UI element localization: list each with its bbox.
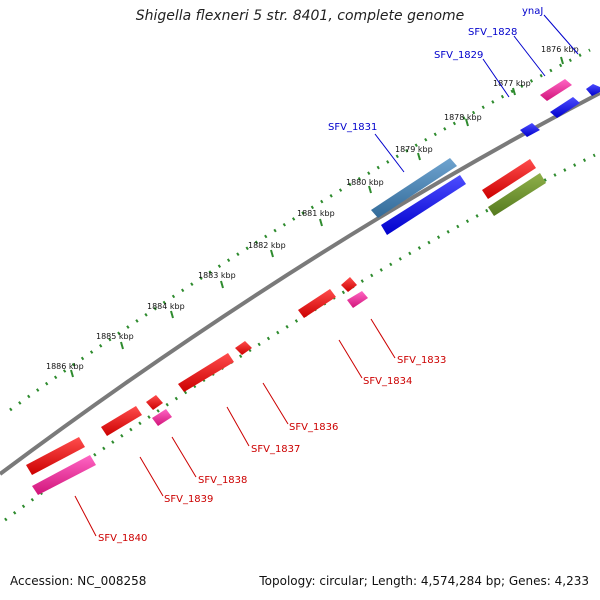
- gene-block-sfv-1838-a[interactable]: [146, 395, 163, 410]
- gene-block-sfv-1831[interactable]: [371, 158, 457, 218]
- tick-label-1882: 1882 kbp: [248, 241, 286, 250]
- tick-label-1880: 1880 kbp: [346, 178, 384, 187]
- gene-block-sfv-1839[interactable]: [26, 437, 85, 475]
- gene-block-sfv-1840[interactable]: [32, 455, 96, 495]
- genome-backbone: [0, 91, 600, 476]
- forward-gene-labels: ynaJ SFV_1828 SFV_1829 SFV_1831: [328, 6, 579, 173]
- gene-label-sfv-1834[interactable]: SFV_1834: [363, 376, 412, 387]
- gene-label-sfv-1837[interactable]: SFV_1837: [251, 444, 300, 455]
- genome-summary: Topology: circular; Length: 4,574,284 bp…: [259, 574, 589, 588]
- gene-label-sfv-1836[interactable]: SFV_1836: [289, 422, 338, 433]
- gene-label-sfv-1828[interactable]: SFV_1828: [468, 27, 517, 38]
- gene-block-sfv-1838[interactable]: [152, 409, 172, 426]
- kbp-tick-labels: 1876 kbp 1877 kbp 1878 kbp 1879 kbp 1880…: [46, 45, 579, 378]
- tick-label-1884: 1884 kbp: [147, 302, 185, 311]
- gene-block-sfv-1834[interactable]: [298, 289, 336, 318]
- forward-genes: [371, 79, 600, 235]
- tick-label-1881: 1881 kbp: [297, 209, 335, 218]
- gene-block-sfv-1836-a[interactable]: [235, 341, 252, 355]
- tick-label-1876: 1876 kbp: [541, 45, 579, 54]
- outer-scale-track: [9, 48, 591, 412]
- tick-label-1886: 1886 kbp: [46, 362, 84, 371]
- accession-label: Accession: NC_008258: [10, 574, 147, 588]
- gene-label-sfv-1839[interactable]: SFV_1839: [164, 494, 213, 505]
- tick-label-1877: 1877 kbp: [493, 79, 531, 88]
- genome-title: Shigella flexneri 5 str. 8401, complete …: [135, 8, 465, 24]
- gene-block-sfv-1833[interactable]: [347, 291, 368, 308]
- gene-block-sfv-1831-lower[interactable]: [381, 175, 466, 235]
- gene-block-sfv-1828[interactable]: [550, 97, 580, 118]
- gene-label-sfv-1829[interactable]: SFV_1829: [434, 50, 483, 61]
- gene-block-sfv-1828-pink[interactable]: [540, 79, 572, 101]
- gene-block-sfv-1834-a[interactable]: [341, 277, 357, 292]
- gene-block-red-right[interactable]: [482, 159, 536, 199]
- gene-block-sfv-1829[interactable]: [520, 123, 540, 137]
- gene-label-sfv-1840[interactable]: SFV_1840: [98, 533, 147, 544]
- gene-label-sfv-1831[interactable]: SFV_1831: [328, 122, 377, 133]
- tick-label-1885: 1885 kbp: [96, 332, 134, 341]
- gene-label-sfv-1833[interactable]: SFV_1833: [397, 355, 446, 366]
- tick-label-1878: 1878 kbp: [444, 113, 482, 122]
- gene-block-olive-right[interactable]: [488, 173, 546, 216]
- gene-block-sfv-1837[interactable]: [101, 406, 142, 436]
- gene-block-ynaJ[interactable]: [586, 84, 600, 96]
- reverse-genes: [26, 159, 546, 495]
- gene-block-sfv-1836[interactable]: [178, 353, 234, 392]
- gene-label-sfv-1838[interactable]: SFV_1838: [198, 475, 247, 486]
- tick-label-1879: 1879 kbp: [395, 145, 433, 154]
- gene-label-ynaJ[interactable]: ynaJ: [522, 6, 543, 17]
- tick-label-1883: 1883 kbp: [198, 271, 236, 280]
- reverse-gene-labels: SFV_1833 SFV_1834 SFV_1836 SFV_1837 SFV_…: [74, 318, 446, 544]
